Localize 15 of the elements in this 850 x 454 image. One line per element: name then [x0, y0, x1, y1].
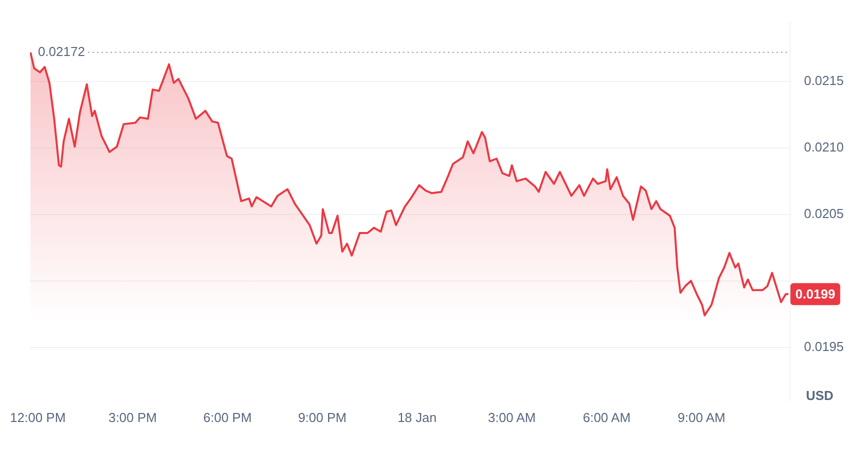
x-tick-label: 3:00 AM — [488, 410, 536, 425]
x-tick-label: 18 Jan — [398, 410, 437, 425]
annotation: 0.0199 — [795, 286, 836, 302]
y-axis-title: USD — [806, 388, 834, 403]
ref-line-label: 0.02172 — [38, 44, 85, 59]
x-tick-label: 6:00 AM — [582, 410, 631, 425]
x-tick-label: 12:00 PM — [10, 410, 66, 425]
y-tick-label: 0.0215 — [804, 73, 844, 88]
x-tick-label: 9:00 PM — [298, 410, 346, 425]
y-tick-label: 0.0210 — [804, 140, 844, 155]
x-tick-label: 6:00 PM — [203, 410, 252, 425]
y-tick-label: 0.0205 — [804, 206, 844, 221]
x-tick-label: 3:00 PM — [108, 410, 157, 425]
x-tick-label: 9:00 AM — [678, 410, 726, 425]
y-tick-label: 0.0195 — [804, 338, 844, 354]
